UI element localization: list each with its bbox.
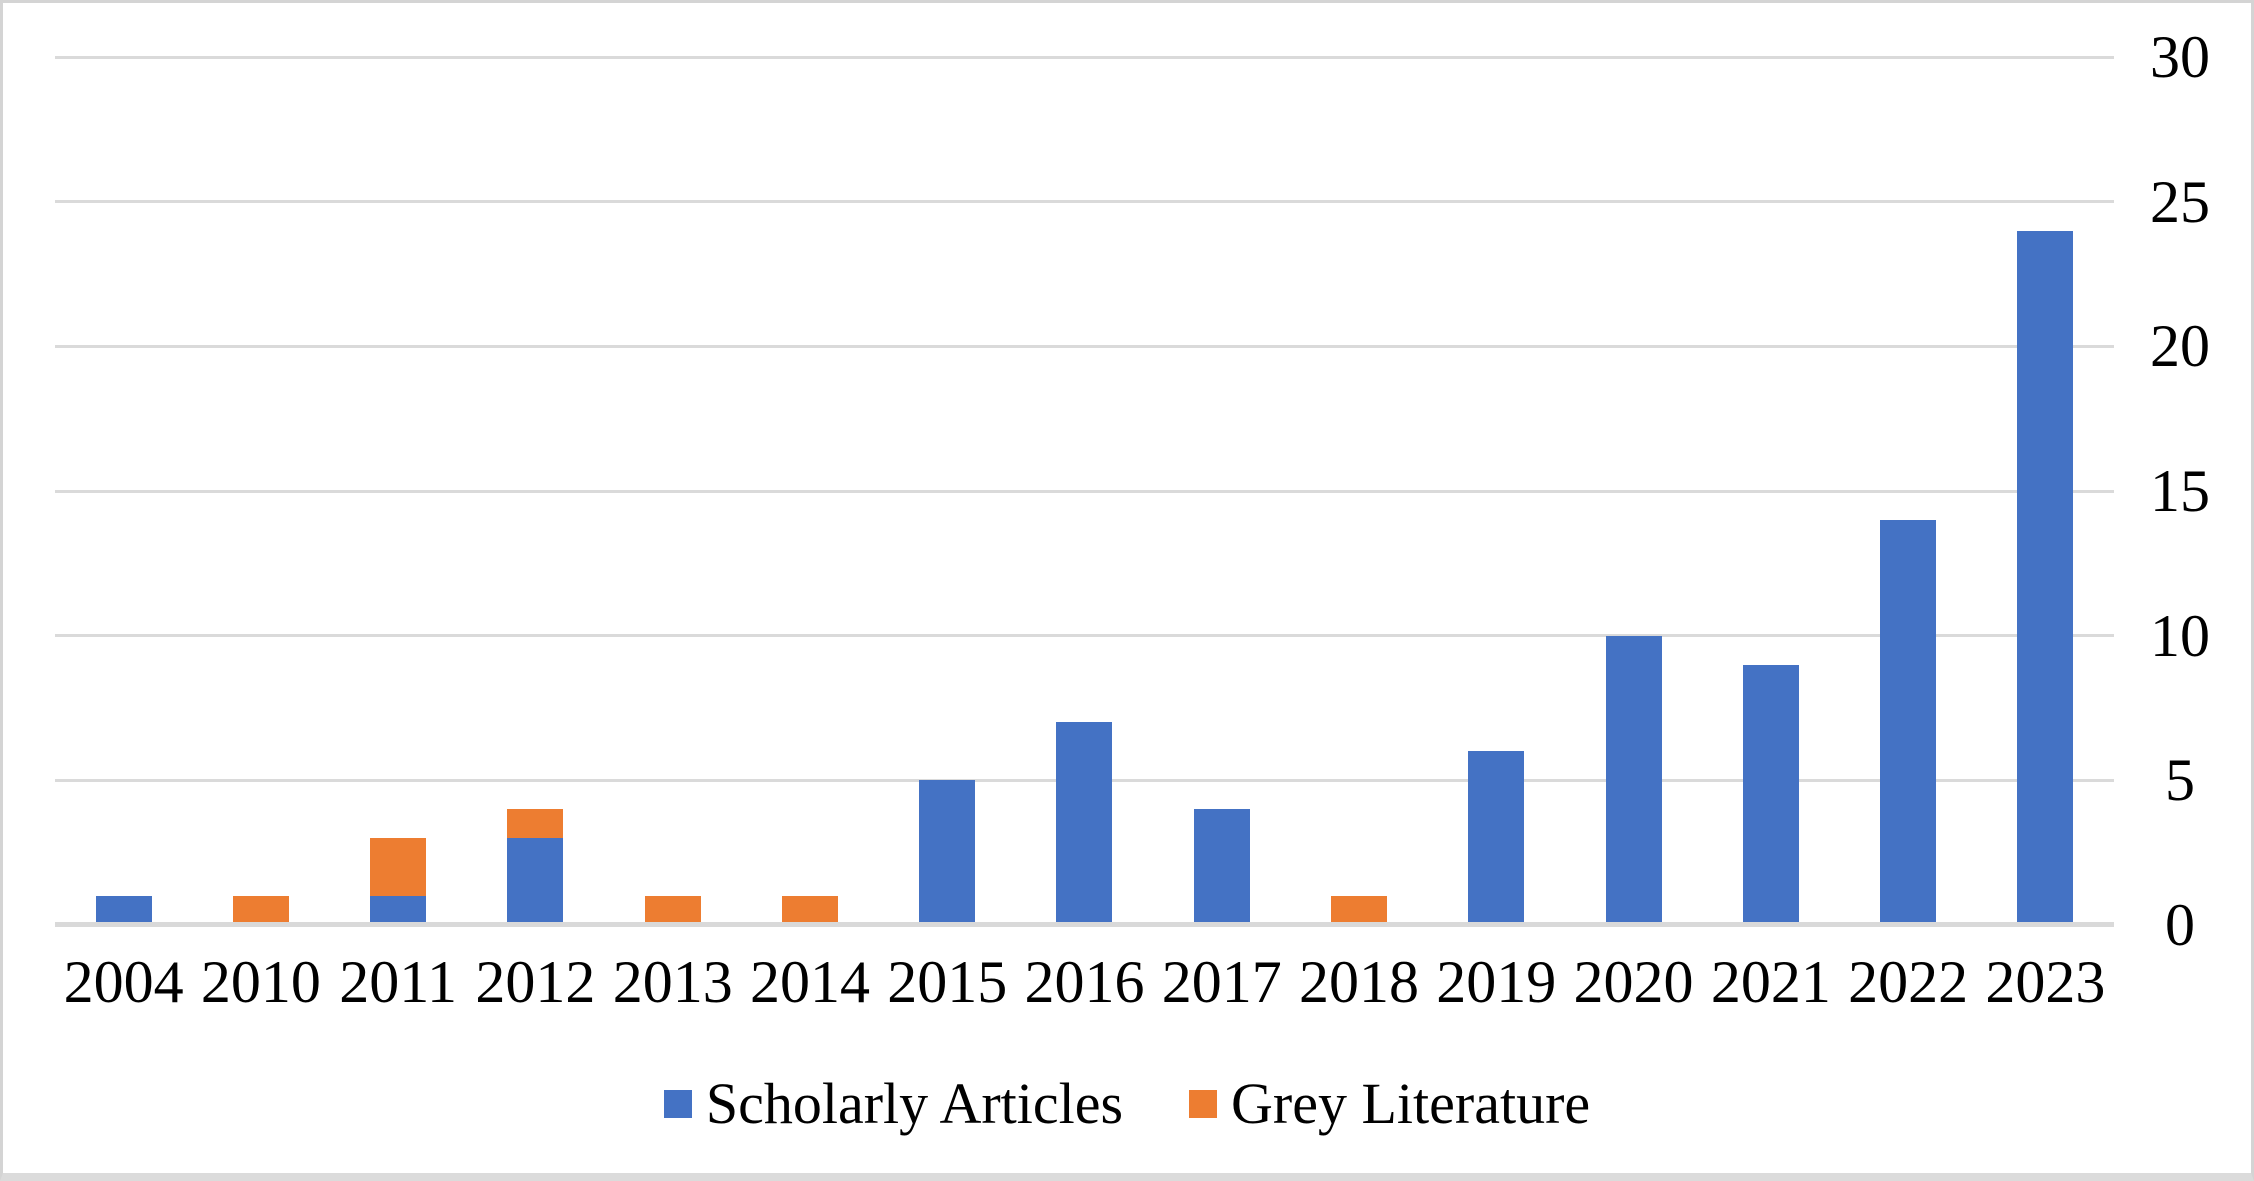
- y-axis-label: 30: [2150, 24, 2210, 90]
- bar-column-2019: [1428, 57, 1565, 925]
- bar-stack: [1742, 664, 1799, 925]
- bar-column-2010: [192, 57, 329, 925]
- bar-stack: [1331, 896, 1388, 925]
- legend-label: Scholarly Articles: [705, 1071, 1124, 1136]
- bar-stack: [644, 896, 701, 925]
- legend-item-scholarly-articles: Scholarly Articles: [663, 1071, 1124, 1136]
- bar-segment-scholarly-articles: [1880, 519, 1937, 925]
- y-axis-label: 0: [2165, 892, 2195, 958]
- bar-segment-grey-literature: [781, 896, 838, 925]
- bar-column-2014: [741, 57, 878, 925]
- x-axis-label: 2015: [887, 949, 1008, 1015]
- bar-stack: [1880, 519, 1937, 925]
- bar-stack: [95, 896, 152, 925]
- y-axis-label: 25: [2150, 168, 2210, 235]
- bar-column-2022: [1839, 57, 1976, 925]
- x-axis-label: 2021: [1710, 949, 1831, 1015]
- gridline: [55, 344, 2114, 348]
- bar-segment-scholarly-articles: [507, 838, 564, 925]
- bar-column-2013: [604, 57, 741, 925]
- bar-stack: [232, 896, 289, 925]
- x-axis-line: [55, 922, 2114, 927]
- bar-column-2012: [467, 57, 604, 925]
- bar-segment-grey-literature: [370, 838, 427, 897]
- bar-stack: [370, 838, 427, 925]
- bar-column-2023: [1977, 57, 2114, 925]
- x-axis-labels: 2004 2010 2011 2012 2013 2014 2015 2016 2017 2018…: [55, 950, 2114, 1014]
- bar-column-2018: [1290, 57, 1427, 925]
- bar-stack: [781, 896, 838, 925]
- bar-stack: [2017, 230, 2074, 925]
- bar-segment-scholarly-articles: [370, 896, 427, 925]
- bar-segment-scholarly-articles: [1605, 635, 1662, 925]
- x-axis-label: 2010: [200, 949, 321, 1015]
- bar-column-2015: [879, 57, 1016, 925]
- bar-segment-scholarly-articles: [1468, 751, 1525, 925]
- x-axis-label: 2017: [1161, 949, 1282, 1015]
- x-axis-label: 2018: [1299, 949, 1420, 1015]
- bar-stack: [919, 780, 976, 925]
- legend-swatch-icon: [1189, 1090, 1218, 1118]
- bars-layer: [55, 57, 2114, 925]
- bar-stack: [1605, 635, 1662, 925]
- bar-segment-grey-literature: [1331, 896, 1388, 925]
- bar-column-2016: [1016, 57, 1153, 925]
- legend: Scholarly Articles Grey Literature: [3, 1072, 2251, 1136]
- x-axis-label: 2011: [339, 949, 458, 1015]
- x-axis-label: 2013: [612, 949, 733, 1015]
- y-axis-label: 15: [2150, 458, 2210, 524]
- legend-swatch-icon: [663, 1090, 692, 1118]
- gridline: [55, 489, 2114, 493]
- gridline: [55, 200, 2114, 204]
- plot-area: [55, 55, 2114, 927]
- bar-segment-scholarly-articles: [95, 896, 152, 925]
- bar-stack: [507, 809, 564, 925]
- bar-stack: [1468, 751, 1525, 925]
- bar-column-2020: [1565, 57, 1702, 925]
- gridline: [55, 55, 2114, 59]
- y-axis-label: 20: [2150, 313, 2210, 380]
- bar-column-2017: [1153, 57, 1290, 925]
- x-axis-label: 2023: [1985, 949, 2106, 1015]
- bar-segment-scholarly-articles: [1193, 809, 1250, 925]
- bar-stack: [1193, 809, 1250, 925]
- bar-segment-grey-literature: [232, 896, 289, 925]
- y-axis-label: 5: [2165, 747, 2195, 814]
- x-axis-label: 2016: [1024, 949, 1145, 1015]
- bar-segment-scholarly-articles: [1742, 664, 1799, 925]
- bar-segment-grey-literature: [507, 809, 564, 839]
- bar-segment-scholarly-articles: [919, 780, 976, 925]
- x-axis-label: 2012: [475, 949, 596, 1015]
- bar-column-2021: [1702, 57, 1839, 925]
- bar-segment-scholarly-articles: [1056, 722, 1113, 925]
- x-axis-label: 2019: [1436, 949, 1557, 1015]
- legend-item-grey-literature: Grey Literature: [1189, 1072, 1590, 1136]
- x-axis-label: 2014: [749, 949, 870, 1015]
- bar-segment-scholarly-articles: [2017, 230, 2074, 925]
- x-axis-label: 2004: [63, 949, 184, 1015]
- y-axis-label: 10: [2150, 602, 2210, 669]
- bar-column-2011: [330, 57, 467, 925]
- bar-segment-grey-literature: [644, 896, 701, 925]
- x-axis-label: 2020: [1573, 949, 1694, 1015]
- legend-label: Grey Literature: [1231, 1071, 1591, 1136]
- bar-stack: [1056, 722, 1113, 925]
- gridline: [55, 634, 2114, 638]
- x-axis-label: 2022: [1848, 949, 1969, 1015]
- bar-column-2004: [55, 57, 192, 925]
